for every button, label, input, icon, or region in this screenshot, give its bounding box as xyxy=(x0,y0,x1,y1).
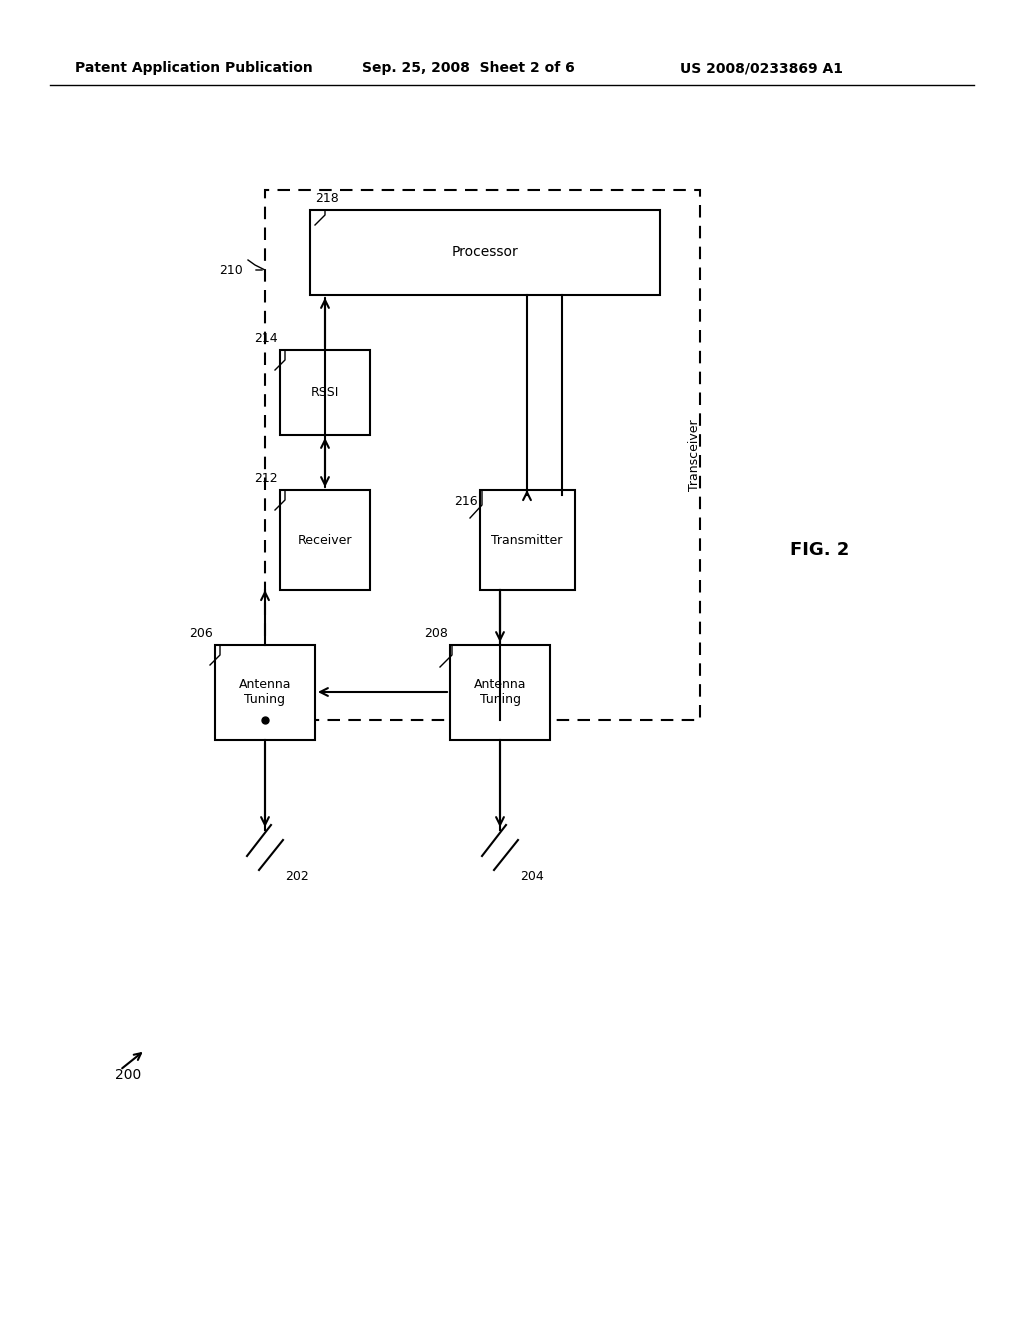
Text: Transmitter: Transmitter xyxy=(492,533,562,546)
Bar xyxy=(310,210,660,294)
Text: 204: 204 xyxy=(520,870,544,883)
Text: Antenna
Tuning: Antenna Tuning xyxy=(239,678,291,706)
Text: 218: 218 xyxy=(315,191,339,205)
Text: FIG. 2: FIG. 2 xyxy=(791,541,850,558)
Text: Patent Application Publication: Patent Application Publication xyxy=(75,61,312,75)
Text: 210: 210 xyxy=(219,264,243,276)
Text: 208: 208 xyxy=(424,627,449,640)
Text: Receiver: Receiver xyxy=(298,533,352,546)
Text: 212: 212 xyxy=(254,473,278,484)
Text: US 2008/0233869 A1: US 2008/0233869 A1 xyxy=(680,61,843,75)
Text: 202: 202 xyxy=(285,870,309,883)
Text: RSSI: RSSI xyxy=(311,385,339,399)
Bar xyxy=(265,190,700,719)
Text: 206: 206 xyxy=(189,627,213,640)
Bar xyxy=(280,490,370,590)
Text: Transceiver: Transceiver xyxy=(688,420,701,491)
Text: Processor: Processor xyxy=(452,246,518,259)
Text: 200: 200 xyxy=(115,1068,141,1082)
Text: Antenna
Tuning: Antenna Tuning xyxy=(474,678,526,706)
Bar xyxy=(480,490,575,590)
Bar xyxy=(450,645,550,741)
Bar xyxy=(215,645,315,741)
Text: Sep. 25, 2008  Sheet 2 of 6: Sep. 25, 2008 Sheet 2 of 6 xyxy=(362,61,574,75)
Text: 216: 216 xyxy=(455,495,478,508)
Bar xyxy=(280,350,370,436)
Text: 214: 214 xyxy=(254,333,278,345)
